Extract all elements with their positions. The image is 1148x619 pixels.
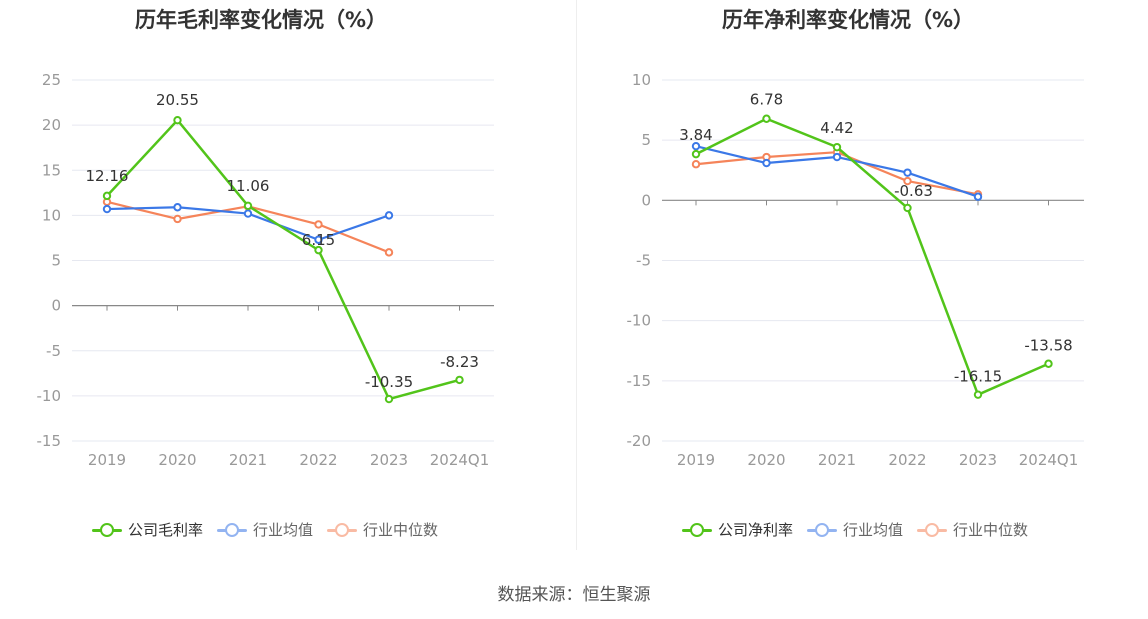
data-point-industry_avg[interactable]: [102, 204, 112, 214]
gross-margin-legend: 公司毛利率 行业均值 行业中位数: [92, 519, 452, 540]
series-line-company: [695, 117, 1050, 396]
legend-label: 行业均值: [253, 521, 314, 539]
legend-label: 行业均值: [843, 521, 904, 539]
legend-item-industry-median[interactable]: 行业中位数: [917, 519, 1028, 540]
data-label: -8.23: [440, 353, 479, 371]
data-point-industry_median[interactable]: [691, 160, 701, 169]
gross-margin-chart: 25 20 15 10 5 0 -5 -10 -15 2019 2020 2021 2022 2023 20…: [37, 71, 494, 469]
legend-line-marker-icon: [807, 522, 838, 537]
legend-label: 行业中位数: [953, 521, 1029, 539]
y-tick-label: 15: [42, 161, 61, 179]
legend-line-marker-icon: [217, 522, 248, 537]
data-point-company[interactable]: [762, 114, 771, 123]
y-tick-label: 5: [641, 131, 651, 149]
x-tick-label: 2022: [299, 451, 337, 469]
chart-title-net-margin: 历年净利率变化情况（%）: [722, 8, 975, 32]
data-point-industry_median[interactable]: [314, 220, 323, 229]
panel-divider: [576, 0, 577, 550]
data-point-industry_avg[interactable]: [384, 211, 394, 220]
y-tick-label: 5: [51, 252, 61, 270]
legend-item-company[interactable]: 公司毛利率: [92, 519, 203, 540]
x-tick-label: 2019: [88, 451, 126, 469]
y-tick-label: -20: [627, 432, 652, 450]
x-tick-label: 2023: [370, 451, 408, 469]
legend-item-company[interactable]: 公司净利率: [682, 519, 793, 540]
chart-title-gross-margin: 历年毛利率变化情况（%）: [135, 8, 388, 32]
x-tick-label: 2023: [959, 451, 997, 469]
legend-item-industry-avg[interactable]: 行业均值: [807, 519, 903, 540]
net-margin-chart: 10 5 0 -5 -10 -15 -20 2019 2020 2021 2022 2023 2024Q…: [627, 71, 1084, 469]
data-point-company[interactable]: [691, 149, 701, 159]
x-tick-label: 2021: [818, 451, 856, 469]
x-tick-label: 2021: [229, 451, 267, 469]
data-label: 3.84: [679, 126, 712, 144]
net-margin-legend: 公司净利率 行业均值 行业中位数: [682, 519, 1042, 540]
data-label: -10.35: [365, 373, 413, 391]
data-point-industry_avg[interactable]: [973, 192, 983, 201]
data-point-company[interactable]: [455, 375, 464, 385]
x-tick-label: 2022: [888, 451, 926, 469]
data-label: 6.15: [302, 231, 335, 249]
y-tick-label: 0: [51, 297, 61, 315]
y-tick-label: -5: [46, 342, 61, 360]
data-label: 12.16: [86, 167, 129, 185]
legend-label: 行业中位数: [363, 521, 439, 539]
y-tick-label: -15: [627, 372, 652, 390]
legend-line-marker-icon: [917, 522, 948, 537]
data-label: -0.63: [894, 182, 933, 200]
y-tick-label: 25: [42, 71, 61, 89]
data-point-industry_avg[interactable]: [832, 152, 842, 162]
data-label: -13.58: [1024, 337, 1072, 355]
legend-line-marker-icon: [682, 522, 712, 537]
data-point-industry_avg[interactable]: [691, 141, 701, 151]
data-point-company[interactable]: [1044, 359, 1053, 368]
x-tick-label: 2020: [747, 451, 785, 469]
data-point-company[interactable]: [973, 390, 983, 399]
data-point-industry_avg[interactable]: [243, 209, 253, 218]
x-tick-label: 2024Q1: [1019, 451, 1079, 469]
legend-item-industry-median[interactable]: 行业中位数: [327, 519, 438, 540]
legend-line-marker-icon: [327, 522, 358, 537]
y-tick-label: 10: [632, 71, 651, 89]
data-point-company[interactable]: [102, 191, 112, 201]
data-point-company[interactable]: [314, 245, 323, 255]
x-tick-label: 2019: [677, 451, 715, 469]
data-point-industry_avg[interactable]: [314, 235, 323, 244]
data-label: 20.55: [156, 91, 199, 109]
y-tick-label: -10: [37, 387, 62, 405]
data-point-company[interactable]: [384, 394, 394, 404]
x-tick-label: 2024Q1: [430, 451, 490, 469]
legend-item-industry-avg[interactable]: 行业均值: [217, 519, 313, 540]
y-tick-label: -5: [636, 252, 651, 270]
legend-label: 公司毛利率: [128, 521, 204, 539]
data-point-company[interactable]: [903, 203, 912, 213]
series-line-company: [106, 118, 460, 401]
data-point-industry_avg[interactable]: [762, 158, 771, 168]
y-tick-label: 10: [42, 206, 61, 224]
data-point-industry_median[interactable]: [903, 176, 912, 186]
data-point-company[interactable]: [173, 115, 182, 125]
data-point-industry_median[interactable]: [384, 248, 394, 257]
data-label: -16.15: [954, 368, 1002, 386]
data-point-industry_avg[interactable]: [903, 168, 912, 177]
legend-label: 公司净利率: [718, 521, 794, 539]
data-point-industry_avg[interactable]: [173, 203, 182, 212]
y-tick-label: 0: [641, 191, 651, 209]
y-tick-label: -15: [37, 432, 62, 450]
data-source-note: 数据来源：恒生聚源: [497, 585, 651, 605]
data-label: 6.78: [750, 91, 783, 109]
x-tick-label: 2020: [158, 451, 196, 469]
legend-line-marker-icon: [92, 522, 122, 537]
data-label: 11.06: [227, 177, 270, 195]
y-tick-label: 20: [42, 116, 61, 134]
data-point-industry_median[interactable]: [173, 214, 182, 224]
data-point-company[interactable]: [243, 201, 253, 211]
data-point-company[interactable]: [832, 142, 842, 152]
y-tick-label: -10: [627, 312, 652, 330]
data-label: 4.42: [820, 119, 853, 137]
